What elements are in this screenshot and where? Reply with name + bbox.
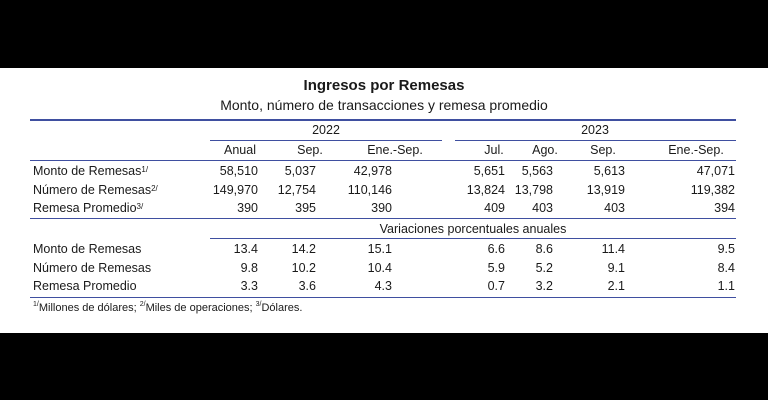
- table-cell: 5,613: [593, 164, 625, 178]
- footnote-marker: 1/: [141, 165, 149, 174]
- table-cell: 8.6: [535, 242, 553, 256]
- variations-heading-rule: [210, 238, 736, 239]
- table-cell: 58,510: [219, 164, 258, 178]
- table-cell: 394: [714, 201, 735, 215]
- table-cell: 9.1: [607, 261, 625, 275]
- table-cell: 3.3: [240, 279, 258, 293]
- footnote-marker: 3/: [136, 202, 144, 211]
- top-rule: [30, 119, 736, 121]
- table-cell: 5.9: [487, 261, 505, 275]
- table-cell: 12,754: [277, 183, 316, 197]
- row-label-text: Remesa Promedio: [33, 279, 137, 293]
- year-2023-underline: [455, 140, 736, 141]
- row-label-text: Número de Remesas: [33, 261, 152, 275]
- column-header: Sep.: [590, 143, 616, 157]
- table-cell: 6.6: [487, 242, 505, 256]
- footnote-marker: 2/: [139, 301, 146, 308]
- table-cell: 390: [237, 201, 258, 215]
- column-header: Jul.: [484, 143, 504, 157]
- table-cell: 9.8: [240, 261, 258, 275]
- table-cell: 119,382: [690, 183, 735, 197]
- row-label: Número de Remesas2/: [33, 183, 158, 198]
- column-header: Ago.: [532, 143, 558, 157]
- table-cell: 15.1: [367, 242, 392, 256]
- row-label: Número de Remesas: [33, 261, 151, 276]
- row-label: Monto de Remesas: [33, 242, 141, 257]
- section1-bottom-rule: [30, 218, 736, 219]
- table-subtitle: Monto, número de transacciones y remesa …: [220, 97, 548, 113]
- table-cell: 110,146: [347, 183, 392, 197]
- table-cell: 409: [484, 201, 505, 215]
- row-label-text: Monto de Remesas: [33, 164, 142, 178]
- remittances-table-panel: Ingresos por Remesas Monto, número de tr…: [0, 68, 768, 333]
- table-cell: 4.3: [374, 279, 392, 293]
- row-label: Monto de Remesas1/: [33, 164, 148, 179]
- table-cell: 5,563: [521, 164, 553, 178]
- table-cell: 3.2: [535, 279, 553, 293]
- table-cell: 47,071: [696, 164, 735, 178]
- header-bottom-rule: [30, 160, 736, 161]
- table-cell: 14.2: [291, 242, 316, 256]
- table-cell: 395: [295, 201, 316, 215]
- table-cell: 13,824: [466, 183, 505, 197]
- year-2023-header: 2023: [581, 123, 609, 137]
- table-cell: 403: [604, 201, 625, 215]
- row-label-text: Número de Remesas: [33, 183, 152, 197]
- table-cell: 390: [371, 201, 392, 215]
- table-title: Ingresos por Remesas: [303, 77, 465, 94]
- year-2022-header: 2022: [312, 123, 340, 137]
- footnote-text: Millones de dólares;: [38, 302, 140, 314]
- variations-heading: Variaciones porcentuales anuales: [379, 222, 567, 236]
- table-cell: 3.6: [298, 279, 316, 293]
- table-cell: 149,970: [212, 183, 258, 197]
- bottom-rule: [30, 297, 736, 298]
- table-cell: 5,037: [284, 164, 316, 178]
- footnote-text: Dólares.: [261, 302, 303, 314]
- footnote: 1/Millones de dólares; 2/Miles de operac…: [33, 301, 303, 314]
- table-cell: 10.4: [367, 261, 392, 275]
- footnote-marker: 2/: [151, 184, 158, 193]
- footnote-marker: 3/: [255, 301, 262, 308]
- table-cell: 5,651: [473, 164, 505, 178]
- column-header: Ene.-Sep.: [668, 143, 724, 157]
- row-label: Remesa Promedio: [33, 279, 137, 294]
- table-cell: 1.1: [717, 279, 735, 293]
- table-cell: 403: [532, 201, 553, 215]
- table-cell: 13,798: [514, 183, 553, 197]
- row-label: Remesa Promedio3/: [33, 201, 143, 216]
- table-cell: 0.7: [487, 279, 505, 293]
- column-header: Sep.: [297, 143, 323, 157]
- table-cell: 9.5: [717, 242, 735, 256]
- table-cell: 13.4: [233, 242, 258, 256]
- year-2022-underline: [210, 140, 442, 141]
- column-header: Anual: [224, 143, 256, 157]
- table-cell: 13,919: [586, 183, 625, 197]
- table-cell: 42,978: [353, 164, 392, 178]
- table-cell: 2.1: [607, 279, 625, 293]
- footnote-marker: 1/: [33, 301, 39, 308]
- row-label-text: Remesa Promedio: [33, 201, 137, 215]
- column-header: Ene.-Sep.: [367, 143, 423, 157]
- table-cell: 8.4: [717, 261, 735, 275]
- table-cell: 5.2: [535, 261, 553, 275]
- row-label-text: Monto de Remesas: [33, 242, 142, 256]
- footnote-text: Miles de operaciones;: [145, 302, 256, 314]
- table-cell: 10.2: [291, 261, 316, 275]
- table-cell: 11.4: [601, 242, 625, 256]
